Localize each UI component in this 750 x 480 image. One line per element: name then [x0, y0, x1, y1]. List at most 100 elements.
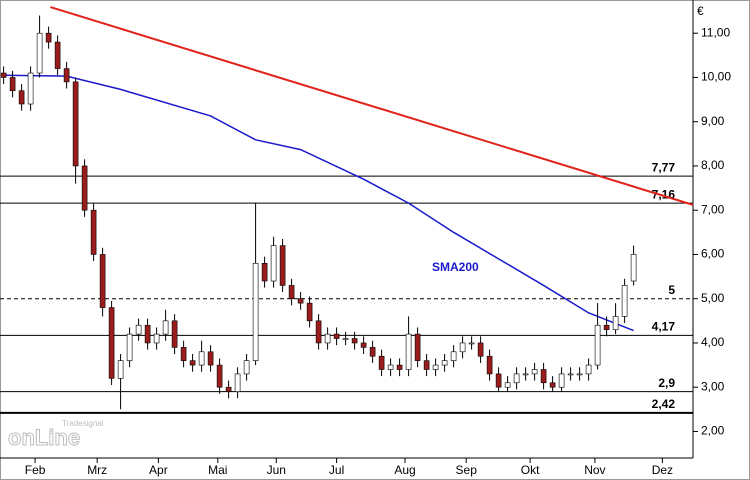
x-tick-label: Dez — [652, 463, 673, 477]
candle-body — [0, 72, 7, 78]
candle-body — [144, 324, 151, 344]
candle-body — [90, 209, 97, 255]
level-label: 5 — [668, 283, 675, 297]
candle-body — [612, 316, 619, 330]
candle-body — [216, 364, 223, 388]
candle-body — [36, 32, 43, 74]
y-tick-label: 2,00 — [701, 424, 725, 438]
y-tick-label: 7,00 — [701, 202, 725, 216]
candle-body — [477, 342, 484, 357]
y-tick-label: 11,00 — [701, 25, 730, 39]
candle-body — [387, 364, 394, 370]
candle-body — [396, 364, 403, 370]
candle-body — [63, 68, 70, 83]
candle-body — [486, 355, 493, 375]
candle-body — [423, 360, 430, 370]
candle-body — [342, 338, 349, 340]
candle-body — [315, 320, 322, 344]
x-tick-label: Aug — [394, 463, 415, 477]
y-tick-label: 6,00 — [701, 247, 725, 261]
sma-line — [3, 74, 634, 332]
candle-body — [585, 364, 592, 375]
candle-body — [594, 324, 601, 366]
candle-body — [279, 245, 286, 286]
x-tick-label: Jun — [267, 463, 286, 477]
x-tick-label: Okt — [521, 463, 540, 477]
candle-body — [378, 355, 385, 370]
candle-body — [297, 298, 304, 304]
candle-body — [252, 263, 259, 361]
candle-body — [369, 347, 376, 357]
candle-body — [621, 285, 628, 317]
candle-body — [441, 360, 448, 366]
candle-body — [450, 351, 457, 361]
x-tick-label: Sep — [456, 463, 478, 477]
candle-body — [162, 320, 169, 335]
candle-body — [9, 77, 16, 92]
y-tick-label: 5,00 — [701, 291, 725, 305]
candle-body — [603, 324, 610, 330]
candle-body — [567, 373, 574, 376]
x-tick-label: Apr — [149, 463, 168, 477]
level-label: 4,17 — [652, 320, 676, 334]
candle-body — [189, 360, 196, 366]
candle-body — [81, 165, 88, 211]
candle-body — [360, 342, 367, 348]
candle-body — [54, 41, 61, 69]
brand-large: onLine — [8, 425, 80, 450]
candle-body — [135, 324, 142, 335]
candle-body — [108, 307, 115, 379]
candle-body — [558, 373, 565, 388]
candle-body — [531, 369, 538, 375]
trend-line — [50, 6, 694, 206]
y-tick-label: 9,00 — [701, 114, 725, 128]
sma-annotation: SMA200 — [432, 260, 479, 274]
candle-body — [243, 360, 250, 375]
candle-body — [225, 386, 232, 392]
candle-body — [504, 382, 511, 388]
y-tick-label: 10,00 — [701, 70, 731, 84]
x-tick-label: Nov — [584, 463, 605, 477]
candle-body — [18, 90, 25, 105]
candle-body — [414, 333, 421, 361]
x-tick-label: Jul — [329, 463, 344, 477]
candle-body — [549, 382, 556, 388]
candle-body — [432, 364, 439, 370]
candle-body — [171, 320, 178, 348]
candle-body — [630, 254, 637, 282]
candle-body — [180, 347, 187, 361]
candle-body — [234, 373, 241, 392]
candle-body — [99, 254, 106, 308]
x-tick-label: Feb — [25, 463, 46, 477]
candle-body — [126, 333, 133, 361]
candle-body — [207, 351, 214, 366]
candle-body — [117, 360, 124, 379]
candle-body — [468, 342, 475, 345]
candle-body — [333, 333, 340, 339]
logo: Tradesignal onLine — [8, 419, 104, 450]
candle-body — [324, 333, 331, 344]
candle-body — [72, 81, 79, 167]
candle-body — [288, 285, 295, 300]
y-tick-label: 3,00 — [701, 379, 725, 393]
candle-body — [522, 373, 529, 376]
currency-label: € — [697, 4, 704, 18]
level-label: 2,42 — [652, 397, 676, 411]
candle-body — [153, 333, 160, 344]
candle-body — [351, 338, 358, 344]
candle-body — [576, 373, 583, 376]
level-label: 2,9 — [658, 376, 675, 390]
candle-body — [459, 342, 466, 353]
x-tick-label: Mai — [208, 463, 227, 477]
x-tick-label: Mrz — [87, 463, 107, 477]
candle-body — [45, 32, 52, 43]
candle-body — [27, 72, 34, 105]
brand-small: Tradesignal — [62, 419, 104, 428]
candle-body — [540, 369, 547, 384]
candle-body — [513, 373, 520, 384]
y-tick-label: 8,00 — [701, 158, 725, 172]
y-tick-label: 4,00 — [701, 335, 725, 349]
candle-body — [405, 333, 412, 370]
